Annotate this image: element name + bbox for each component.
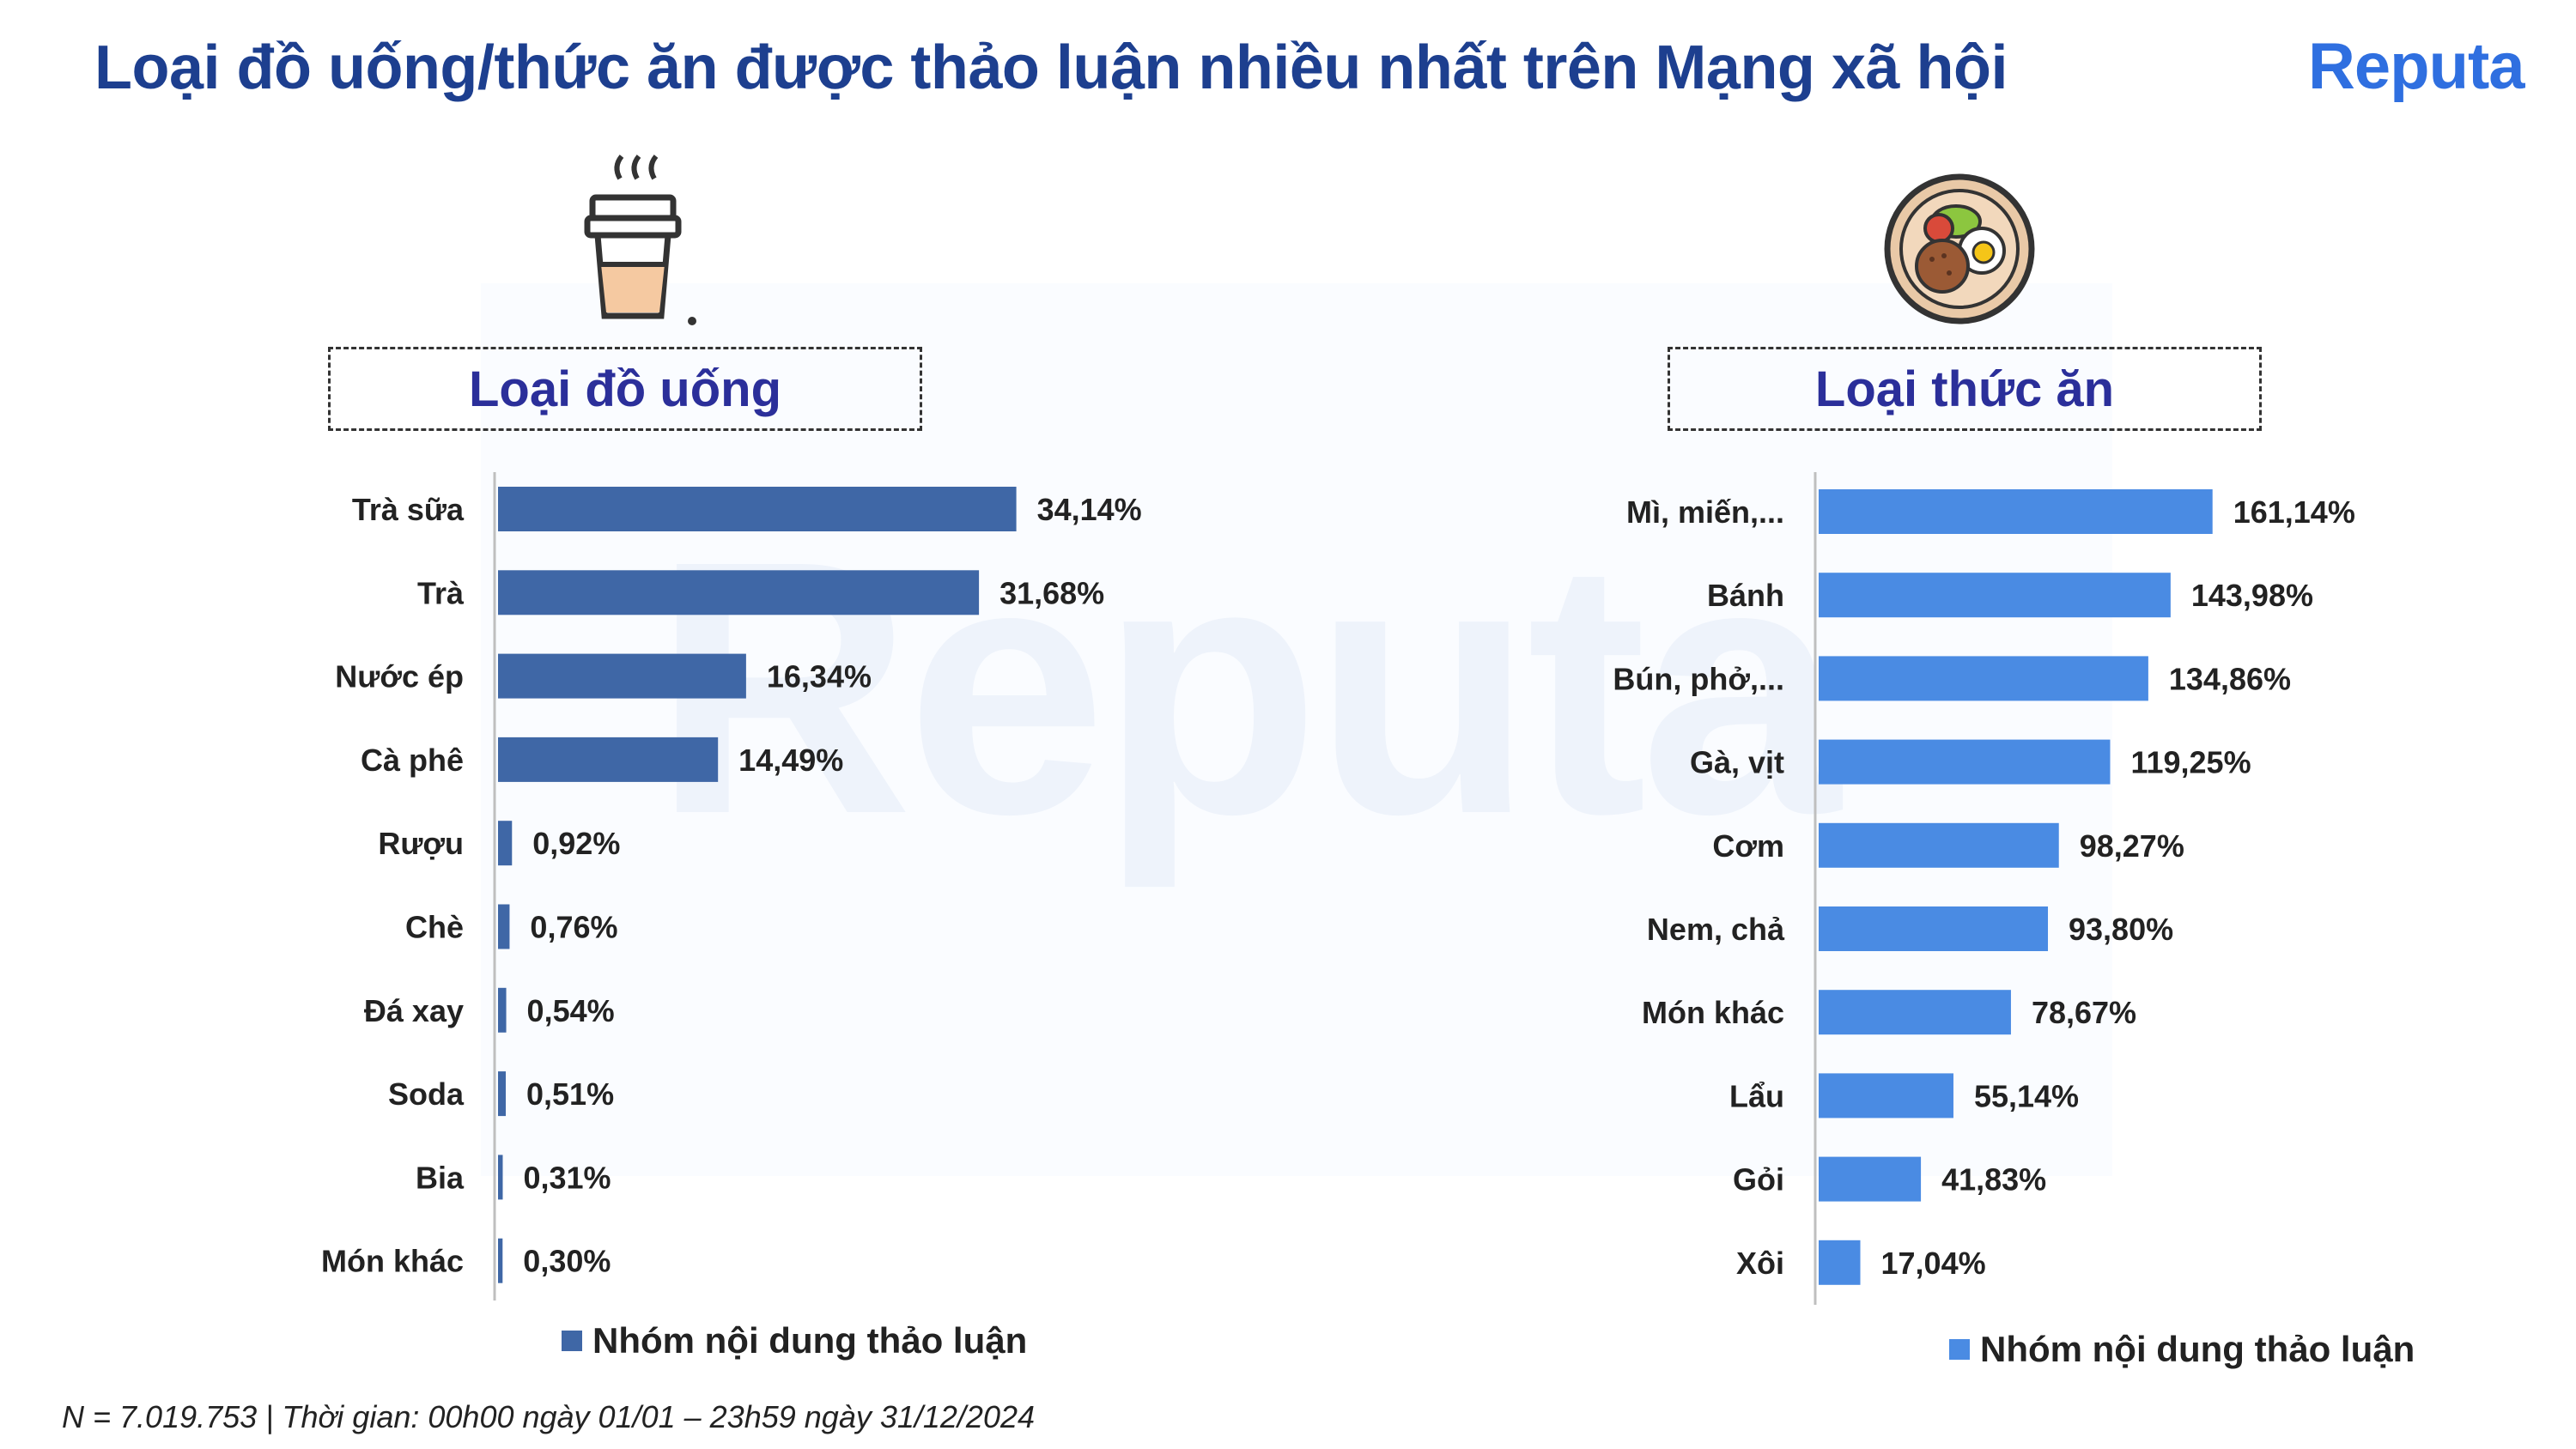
drink-bar bbox=[498, 1155, 503, 1200]
coffee-cup-icon bbox=[584, 155, 696, 325]
legend-label: Nhóm nội dung thảo luận bbox=[1980, 1329, 2415, 1369]
drink-value-label: 14,49% bbox=[738, 743, 843, 778]
drink-value-label: 0,54% bbox=[527, 993, 615, 1028]
drink-legend: Nhóm nội dung thảo luận bbox=[562, 1320, 1027, 1361]
drink-category-label: Trà bbox=[417, 575, 465, 610]
drink-bar bbox=[498, 1071, 507, 1117]
drink-value-label: 31,68% bbox=[999, 575, 1104, 610]
drink-value-label: 0,31% bbox=[523, 1160, 611, 1195]
drink-value-label: 16,34% bbox=[767, 659, 872, 694]
drink-category-label: Bia bbox=[416, 1160, 465, 1195]
drink-bar bbox=[498, 1238, 503, 1283]
drink-bar bbox=[498, 570, 980, 615]
drink-bar bbox=[498, 821, 513, 866]
legend-swatch bbox=[562, 1331, 582, 1351]
food-panel-title: Loại thức ăn bbox=[1668, 347, 2262, 431]
footnote: N = 7.019.753 | Thời gian: 00h00 ngày 01… bbox=[62, 1399, 1036, 1434]
page-title: Loại đồ uống/thức ăn được thảo luận nhiề… bbox=[94, 33, 2008, 102]
drink-category-label: Trà sữa bbox=[352, 492, 465, 527]
watermark-text: Reputa bbox=[653, 487, 1840, 889]
food-plate-icon bbox=[1884, 173, 2035, 324]
drink-bar bbox=[498, 653, 746, 699]
legend-swatch bbox=[1949, 1339, 1970, 1360]
drink-category-label: Chè bbox=[405, 910, 464, 945]
drink-panel-title: Loại đồ uống bbox=[328, 347, 922, 431]
drink-category-label: Cà phê bbox=[361, 743, 464, 778]
drink-category-label: Soda bbox=[388, 1076, 465, 1112]
drink-value-label: 0,76% bbox=[530, 910, 617, 945]
drink-bar bbox=[498, 487, 1017, 531]
drink-bar bbox=[498, 737, 719, 782]
food-legend: Nhóm nội dung thảo luận bbox=[1949, 1329, 2415, 1370]
brand-logo: Reputa bbox=[2308, 30, 2525, 103]
drink-value-label: 0,30% bbox=[523, 1244, 611, 1279]
drink-bar bbox=[498, 904, 510, 949]
drink-category-label: Nước ép bbox=[335, 659, 464, 694]
drink-category-label: Đá xay bbox=[364, 993, 464, 1028]
drink-category-label: Món khác bbox=[321, 1244, 464, 1279]
legend-label: Nhóm nội dung thảo luận bbox=[592, 1320, 1028, 1361]
drink-value-label: 0,92% bbox=[532, 826, 620, 861]
drink-category-label: Rượu bbox=[378, 826, 464, 861]
drink-value-label: 34,14% bbox=[1037, 492, 1142, 527]
drink-bar bbox=[498, 987, 507, 1033]
drink-value-label: 0,51% bbox=[526, 1076, 614, 1112]
